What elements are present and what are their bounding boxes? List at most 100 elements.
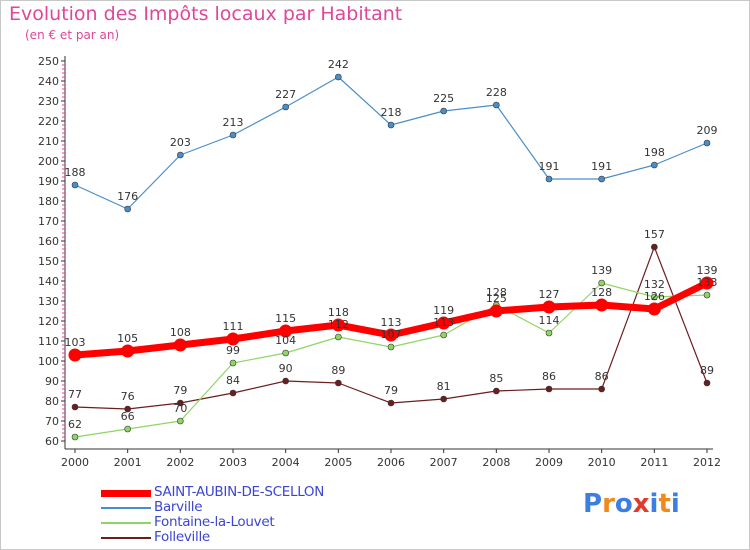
data-point-saint-aubin-de-scellon bbox=[700, 276, 714, 290]
legend-label: Barville bbox=[154, 499, 203, 515]
data-point-folleville bbox=[124, 405, 131, 413]
data-label-folleville: 89 bbox=[700, 364, 714, 377]
logo-letter: x bbox=[632, 489, 650, 519]
data-label-saint-aubin-de-scellon: 125 bbox=[486, 292, 507, 305]
data-point-fontaine-la-louvet bbox=[177, 417, 184, 425]
y-tick-label: 80 bbox=[45, 395, 59, 408]
data-point-barville bbox=[335, 73, 342, 81]
data-point-saint-aubin-de-scellon bbox=[489, 304, 503, 318]
data-point-barville bbox=[703, 139, 711, 147]
data-point-fontaine-la-louvet bbox=[651, 293, 658, 301]
logo-letter: r bbox=[602, 489, 615, 519]
data-point-folleville bbox=[493, 387, 500, 395]
y-tick-label: 210 bbox=[38, 135, 59, 148]
data-label-barville: 203 bbox=[170, 136, 191, 149]
y-tick-label: 110 bbox=[38, 335, 59, 348]
data-label-fontaine-la-louvet: 114 bbox=[539, 314, 560, 327]
data-point-saint-aubin-de-scellon bbox=[121, 344, 135, 358]
data-point-folleville bbox=[598, 385, 605, 393]
legend-swatch bbox=[101, 522, 151, 524]
data-label-barville: 188 bbox=[65, 166, 86, 179]
data-point-barville bbox=[387, 121, 395, 129]
logo-letter: o bbox=[614, 489, 633, 519]
data-point-fontaine-la-louvet bbox=[545, 329, 553, 337]
data-label-fontaine-la-louvet: 128 bbox=[486, 286, 507, 299]
legend-swatch bbox=[101, 489, 151, 497]
x-tick-label: 2005 bbox=[324, 456, 352, 469]
y-tick-label: 140 bbox=[38, 275, 59, 288]
data-point-fontaine-la-louvet bbox=[387, 343, 395, 351]
data-label-fontaine-la-louvet: 66 bbox=[121, 410, 135, 423]
data-point-folleville bbox=[703, 379, 711, 387]
y-tick-label: 90 bbox=[45, 375, 59, 388]
data-point-folleville bbox=[71, 403, 79, 411]
data-point-saint-aubin-de-scellon bbox=[595, 298, 609, 312]
data-point-barville bbox=[229, 131, 237, 139]
data-label-folleville: 89 bbox=[331, 364, 345, 377]
data-point-barville bbox=[124, 205, 131, 213]
data-label-folleville: 85 bbox=[489, 372, 503, 385]
data-label-folleville: 76 bbox=[121, 390, 135, 403]
data-point-barville bbox=[545, 175, 553, 183]
chart-title: Evolution des Impôts locaux par Habitant bbox=[9, 3, 403, 25]
y-tick-label: 240 bbox=[38, 75, 59, 88]
data-point-folleville bbox=[545, 385, 553, 393]
y-tick-label: 220 bbox=[38, 115, 59, 128]
legend-label: Folleville bbox=[154, 529, 210, 545]
data-point-folleville bbox=[440, 395, 447, 403]
data-label-barville: 209 bbox=[697, 124, 718, 137]
data-point-barville bbox=[71, 181, 79, 189]
legend-label: Fontaine-la-Louvet bbox=[154, 514, 275, 530]
data-label-saint-aubin-de-scellon: 139 bbox=[697, 264, 718, 277]
x-tick-label: 2000 bbox=[61, 456, 89, 469]
legend-swatch bbox=[101, 507, 151, 509]
data-label-barville: 227 bbox=[275, 88, 296, 101]
data-point-barville bbox=[177, 151, 184, 159]
data-point-folleville bbox=[177, 399, 184, 407]
y-tick-label: 180 bbox=[38, 195, 59, 208]
data-point-fontaine-la-louvet bbox=[598, 279, 605, 287]
data-label-saint-aubin-de-scellon: 128 bbox=[591, 286, 612, 299]
x-tick-label: 2010 bbox=[588, 456, 616, 469]
data-label-saint-aubin-de-scellon: 105 bbox=[117, 332, 138, 345]
data-label-barville: 198 bbox=[644, 146, 665, 159]
data-point-fontaine-la-louvet bbox=[335, 333, 342, 341]
data-point-fontaine-la-louvet bbox=[440, 331, 447, 339]
data-label-saint-aubin-de-scellon: 111 bbox=[223, 320, 244, 333]
data-label-folleville: 79 bbox=[173, 384, 187, 397]
x-tick-label: 2002 bbox=[166, 456, 194, 469]
data-point-saint-aubin-de-scellon bbox=[384, 328, 398, 342]
data-label-fontaine-la-louvet: 107 bbox=[381, 328, 402, 341]
data-point-fontaine-la-louvet bbox=[71, 433, 79, 441]
data-label-fontaine-la-louvet: 139 bbox=[591, 264, 612, 277]
data-point-folleville bbox=[387, 399, 395, 407]
data-label-saint-aubin-de-scellon: 103 bbox=[65, 336, 86, 349]
data-label-folleville: 86 bbox=[542, 370, 556, 383]
x-tick-label: 2009 bbox=[535, 456, 563, 469]
x-tick-label: 2003 bbox=[219, 456, 247, 469]
data-label-saint-aubin-de-scellon: 126 bbox=[644, 290, 665, 303]
y-tick-label: 150 bbox=[38, 255, 59, 268]
data-point-saint-aubin-de-scellon bbox=[331, 318, 345, 332]
y-tick-label: 250 bbox=[38, 55, 59, 68]
data-label-folleville: 77 bbox=[68, 388, 82, 401]
x-tick-label: 2008 bbox=[482, 456, 510, 469]
x-tick-label: 2006 bbox=[377, 456, 405, 469]
data-label-barville: 228 bbox=[486, 86, 507, 99]
x-tick-label: 2001 bbox=[114, 456, 142, 469]
data-label-fontaine-la-louvet: 62 bbox=[68, 418, 82, 431]
data-point-folleville bbox=[229, 389, 237, 397]
y-tick-label: 70 bbox=[45, 415, 59, 428]
y-tick-label: 100 bbox=[38, 355, 59, 368]
y-tick-label: 160 bbox=[38, 235, 59, 248]
data-label-barville: 176 bbox=[117, 190, 138, 203]
data-label-saint-aubin-de-scellon: 118 bbox=[328, 306, 349, 319]
data-point-fontaine-la-louvet bbox=[124, 425, 131, 433]
data-point-saint-aubin-de-scellon bbox=[68, 348, 82, 362]
data-label-barville: 218 bbox=[381, 106, 402, 119]
proxiti-logo: Proxiti bbox=[583, 489, 680, 519]
data-point-saint-aubin-de-scellon bbox=[647, 302, 661, 316]
data-point-fontaine-la-louvet bbox=[703, 291, 711, 299]
y-tick-label: 170 bbox=[38, 215, 59, 228]
data-label-fontaine-la-louvet: 70 bbox=[173, 402, 187, 415]
